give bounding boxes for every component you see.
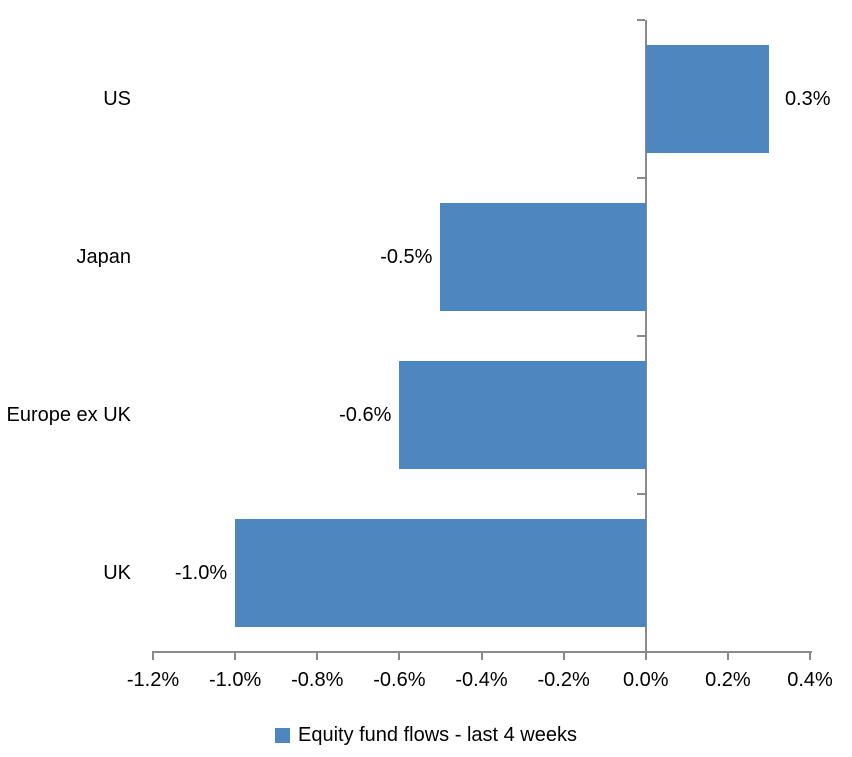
value-label-europe-ex-uk: -0.6% — [339, 404, 392, 426]
bar-europe-ex-uk — [399, 361, 646, 469]
x-axis-tick-label: -0.4% — [455, 669, 508, 691]
x-axis-tick — [644, 651, 647, 660]
x-axis-tick-label: 0.4% — [787, 669, 833, 691]
value-label-japan: -0.5% — [380, 246, 433, 268]
x-axis-tick-label: 0.0% — [622, 669, 669, 691]
x-axis-tick-label: -0.8% — [291, 669, 344, 691]
value-label-uk: -1.0% — [174, 562, 228, 584]
x-axis-tick — [480, 651, 483, 660]
bar-japan — [440, 203, 646, 311]
y-axis-zero-line — [644, 20, 647, 660]
x-axis-line — [153, 651, 812, 653]
category-label-us: US — [103, 88, 131, 110]
legend-swatch — [274, 727, 290, 743]
x-axis-tick — [562, 651, 565, 660]
x-axis-tick-label: -0.2% — [537, 669, 590, 691]
x-axis-tick — [316, 651, 319, 660]
category-label-japan: Japan — [76, 246, 132, 268]
x-axis-tick-label: -1.0% — [209, 669, 262, 691]
category-boundary-tick — [636, 177, 645, 179]
x-axis-tick — [152, 651, 154, 660]
legend-label: Equity fund flows - last 4 weeks — [297, 724, 577, 746]
x-axis-tick — [726, 651, 729, 660]
x-axis-tick-label: 0.2% — [705, 669, 751, 691]
x-axis-tick-label: -1.2% — [126, 669, 180, 691]
category-boundary-tick — [636, 19, 645, 21]
category-label-uk: UK — [103, 562, 131, 584]
category-boundary-tick — [636, 335, 645, 337]
x-axis-tick — [234, 651, 237, 660]
bar-us — [645, 45, 769, 153]
legend: Equity fund flows - last 4 weeks — [0, 721, 852, 749]
value-label-us: 0.3% — [784, 88, 831, 110]
bar-uk — [235, 519, 646, 627]
category-label-europe-ex-uk: Europe ex UK — [6, 404, 131, 426]
x-axis-tick-label: -0.6% — [373, 669, 426, 691]
x-axis-tick — [809, 651, 811, 660]
x-axis-tick — [398, 651, 401, 660]
category-boundary-tick — [636, 493, 645, 495]
